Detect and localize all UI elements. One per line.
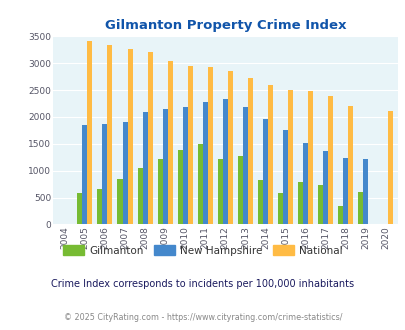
Bar (197, 144, 202, 224)
Bar (267, 85, 272, 224)
Bar (142, 112, 147, 224)
Bar (167, 61, 172, 224)
Bar (222, 99, 227, 224)
Bar (262, 119, 267, 224)
Bar (322, 151, 327, 224)
Bar (82, 125, 87, 224)
Bar (342, 158, 347, 224)
Legend: Gilmanton, New Hampshire, National: Gilmanton, New Hampshire, National (59, 241, 346, 260)
Bar (327, 96, 333, 224)
Bar (182, 107, 187, 224)
Bar (362, 159, 367, 224)
Bar (282, 130, 287, 224)
Bar (147, 51, 152, 224)
Bar (157, 159, 162, 224)
Bar (242, 107, 247, 224)
Bar (177, 150, 182, 224)
Bar (207, 67, 212, 224)
Text: Crime Index corresponds to incidents per 100,000 inhabitants: Crime Index corresponds to incidents per… (51, 279, 354, 289)
Bar (77, 193, 82, 224)
Bar (202, 102, 207, 224)
Bar (187, 66, 192, 224)
Bar (97, 189, 102, 224)
Bar (227, 71, 232, 224)
Bar (287, 90, 292, 224)
Bar (247, 78, 252, 224)
Bar (117, 179, 122, 224)
Title: Gilmanton Property Crime Index: Gilmanton Property Crime Index (104, 19, 345, 32)
Bar (87, 41, 92, 224)
Bar (162, 109, 167, 224)
Bar (347, 106, 352, 224)
Bar (127, 49, 132, 224)
Bar (307, 91, 312, 224)
Bar (237, 156, 242, 224)
Text: © 2025 CityRating.com - https://www.cityrating.com/crime-statistics/: © 2025 CityRating.com - https://www.city… (64, 313, 341, 322)
Bar (277, 193, 282, 224)
Bar (217, 159, 222, 224)
Bar (357, 192, 362, 224)
Bar (102, 124, 107, 224)
Bar (137, 168, 142, 224)
Bar (107, 45, 112, 224)
Bar (388, 111, 392, 224)
Bar (337, 206, 342, 224)
Bar (297, 182, 302, 224)
Bar (257, 180, 262, 224)
Bar (318, 185, 322, 224)
Bar (122, 122, 127, 224)
Bar (302, 143, 307, 224)
